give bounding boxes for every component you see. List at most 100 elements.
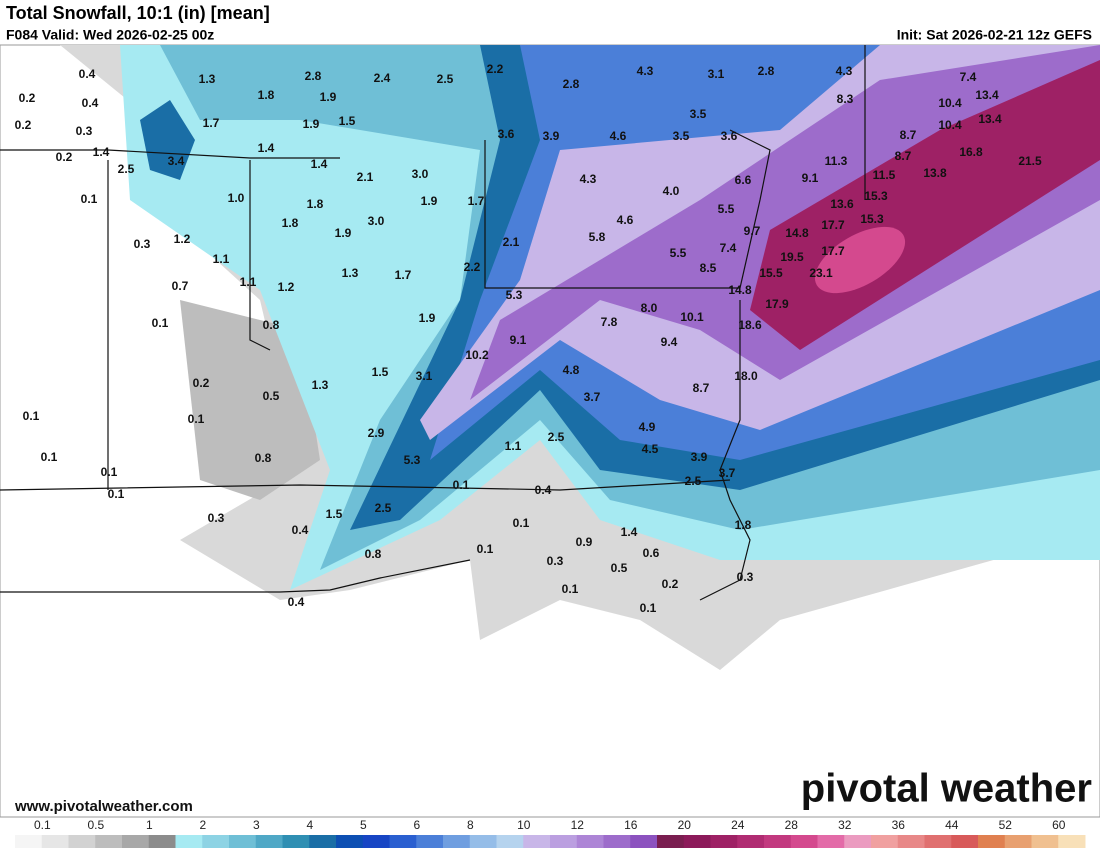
snowfall-label: 1.0 [228, 191, 245, 205]
snowfall-label: 8.7 [895, 149, 912, 163]
snowfall-label: 1.8 [258, 88, 275, 102]
snowfall-label: 11.3 [825, 154, 848, 168]
color-swatch [282, 835, 310, 848]
snowfall-label: 3.1 [708, 67, 725, 81]
snowfall-label: 0.8 [255, 451, 272, 465]
snowfall-label: 15.3 [864, 189, 888, 203]
snowfall-label: 9.4 [661, 335, 678, 349]
snowfall-label: 3.5 [673, 129, 690, 143]
snowfall-label: 6.6 [735, 173, 752, 187]
snowfall-label: 1.1 [240, 275, 257, 289]
snowfall-label: 13.4 [978, 112, 1002, 126]
snowfall-label: 1.8 [735, 518, 752, 532]
snowfall-label: 0.2 [15, 118, 32, 132]
color-swatch [550, 835, 578, 848]
snowfall-labels: 0.4 1.3 2.8 2.4 2.52.22.84.3 3.1 2.8 4.3 7.40.2 0… [15, 62, 1042, 615]
snowfall-label: 10.4 [938, 118, 962, 132]
snowfall-label: 0.5 [263, 389, 280, 403]
snowfall-label: 2.2 [487, 62, 504, 76]
snowfall-label: 3.6 [498, 127, 515, 141]
snowfall-label: 8.0 [641, 301, 658, 315]
snowfall-label: 2.4 [374, 71, 391, 85]
snowfall-label: 4.6 [610, 129, 627, 143]
snowfall-label: 10.1 [680, 310, 704, 324]
color-swatch [202, 835, 230, 848]
snowfall-label: 0.2 [56, 150, 73, 164]
color-swatch [710, 835, 738, 848]
brand-logo: pivotal weather [801, 767, 1092, 811]
snowfall-label: 4.6 [617, 213, 634, 227]
snowfall-label: 1.8 [282, 216, 299, 230]
color-swatch [871, 835, 899, 848]
legend-tick-label: 0.1 [34, 818, 51, 832]
snowfall-label: 5.5 [718, 202, 735, 216]
snowfall-label: 0.1 [188, 412, 205, 426]
snowfall-label: 9.1 [802, 171, 819, 185]
snowfall-label: 11.5 [873, 168, 896, 182]
snowfall-label: 10.4 [938, 96, 962, 110]
snowfall-label: 8.5 [700, 261, 717, 275]
legend-tick-label: 52 [999, 818, 1013, 832]
snowfall-label: 13.4 [975, 88, 999, 102]
legend-tick-label: 24 [731, 818, 745, 832]
legend-tick-label: 28 [785, 818, 799, 832]
snowfall-label: 4.3 [836, 64, 853, 78]
snowfall-label: 1.7 [203, 116, 220, 130]
snowfall-label: 7.4 [720, 241, 737, 255]
snowfall-label: 0.1 [562, 582, 579, 596]
color-swatch [389, 835, 417, 848]
snowfall-label: 4.5 [642, 442, 659, 456]
snowfall-label: 4.9 [639, 420, 656, 434]
color-swatch [576, 835, 604, 848]
snowfall-label: 5.3 [506, 288, 523, 302]
legend-tick-label: 16 [624, 818, 638, 832]
snowfall-label: 5.3 [404, 453, 421, 467]
init-time: Init: Sat 2026-02-21 12z GEFS [897, 27, 1092, 43]
legend-tick-label: 60 [1052, 818, 1066, 832]
legend-tick-label: 32 [838, 818, 852, 832]
snowfall-label: 4.3 [580, 172, 597, 186]
snowfall-label: 1.4 [93, 145, 110, 159]
legend-tick-label: 12 [571, 818, 585, 832]
snowfall-label: 3.1 [416, 369, 433, 383]
legend-tick-label: 3 [253, 818, 260, 832]
snowfall-label: 4.8 [563, 363, 580, 377]
color-legend: 0.1 0.5 1 2 3 4 5 6 8 10 12 16 20 24 28 32 36 44 52 60 [15, 818, 1086, 848]
snowfall-label: 3.6 [721, 129, 738, 143]
snowfall-label: 1.9 [303, 117, 320, 131]
legend-tick-label: 8 [467, 818, 474, 832]
legend-tick-label: 6 [413, 818, 420, 832]
snowfall-label: 1.4 [621, 525, 638, 539]
snowfall-label: 0.3 [134, 237, 151, 251]
snowfall-label: 1.4 [311, 157, 328, 171]
color-swatch [817, 835, 845, 848]
snowfall-label: 8.3 [837, 92, 854, 106]
snowfall-label: 5.5 [670, 246, 687, 260]
snowfall-label: 18.6 [738, 318, 762, 332]
color-swatch [175, 835, 203, 848]
snowfall-label: 7.4 [960, 70, 977, 84]
color-swatch [469, 835, 497, 848]
snowfall-label: 0.4 [79, 67, 96, 81]
snowfall-label: 1.5 [339, 114, 356, 128]
snowfall-label: 0.1 [453, 478, 470, 492]
snowfall-label: 1.7 [395, 268, 412, 282]
legend-tick-label: 44 [945, 818, 959, 832]
color-swatch [603, 835, 631, 848]
color-swatch [924, 835, 952, 848]
color-swatch [15, 835, 43, 848]
snowfall-label: 3.7 [584, 390, 601, 404]
snowfall-label: 9.7 [744, 224, 761, 238]
color-swatch [255, 835, 283, 848]
snowfall-label: 1.1 [505, 439, 522, 453]
snowfall-label: 0.1 [108, 487, 125, 501]
snowfall-label: 1.5 [326, 507, 343, 521]
snowfall-label: 3.0 [412, 167, 429, 181]
snowfall-label: 0.1 [41, 450, 58, 464]
map-background [0, 44, 1100, 818]
snowfall-label: 3.0 [368, 214, 385, 228]
color-swatch [416, 835, 444, 848]
snowfall-label: 1.9 [419, 311, 436, 325]
